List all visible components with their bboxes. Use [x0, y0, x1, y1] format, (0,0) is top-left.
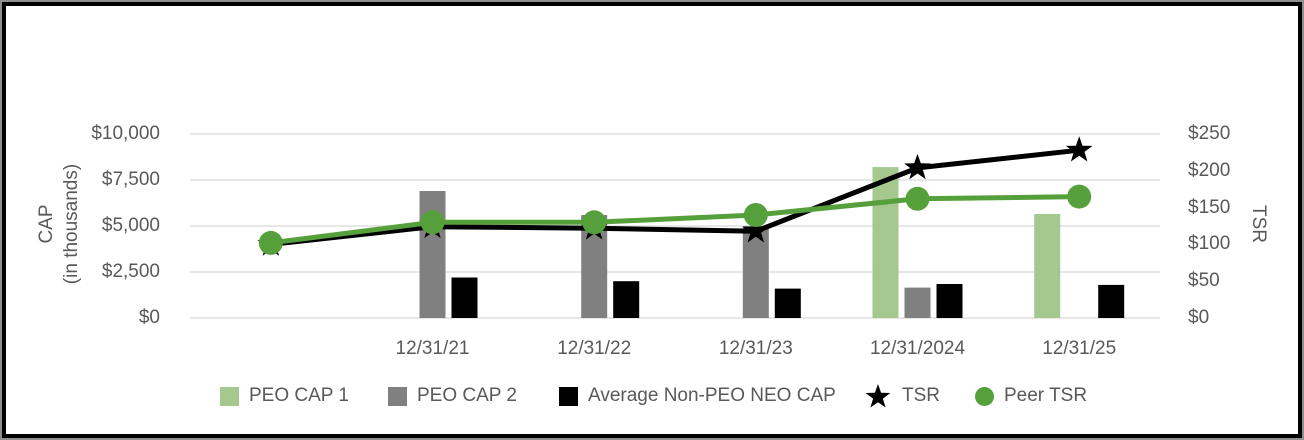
- right-axis-tick: $0: [1188, 307, 1210, 328]
- x-axis-label: 12/31/22: [557, 338, 632, 359]
- legend-square-icon: [388, 386, 407, 406]
- right-axis-tick: $50: [1188, 270, 1220, 292]
- left-axis-title: CAP (in thousands): [35, 114, 85, 334]
- left-axis-tick: $5,000: [101, 215, 160, 236]
- right-axis-tick: $150: [1188, 196, 1231, 218]
- legend-label: Average Non-PEO NEO CAP: [588, 385, 836, 406]
- legend-label: PEO CAP 1: [249, 385, 349, 406]
- legend-circle-icon: [975, 386, 994, 406]
- legend-item-avg-non-peo-neo-cap: Average Non-PEO NEO CAP: [559, 384, 836, 408]
- left-axis-tick: $10,000: [91, 123, 160, 144]
- right-axis-tick: $100: [1188, 233, 1231, 255]
- legend-item-peo-cap-2: PEO CAP 2: [388, 384, 517, 408]
- legend-item-peer-tsr: Peer TSR: [975, 384, 1087, 408]
- legend-square-icon: [220, 386, 239, 406]
- legend-item-tsr: TSR: [864, 384, 940, 408]
- legend-square-icon: [559, 386, 578, 406]
- x-axis-label: 12/31/21: [395, 338, 470, 359]
- legend-label: TSR: [902, 385, 940, 406]
- x-axis-label: 12/31/2024: [869, 338, 966, 359]
- x-axis-label: 12/31/25: [1042, 338, 1117, 359]
- left-axis-tick: $7,500: [101, 169, 160, 190]
- right-axis-tick: $250: [1188, 123, 1231, 144]
- right-axis-title: TSR: [1248, 205, 1269, 243]
- right-axis-tick: $200: [1188, 159, 1231, 181]
- legend-item-peo-cap-1: PEO CAP 1: [220, 384, 349, 408]
- left-axis-title-line1: CAP: [36, 204, 57, 244]
- left-axis-tick: $0: [138, 307, 160, 328]
- left-axis-tick: $2,500: [101, 261, 160, 282]
- legend-star-icon: [864, 382, 892, 410]
- legend-label: PEO CAP 2: [417, 385, 517, 406]
- legend-label: Peer TSR: [1004, 385, 1088, 406]
- x-axis-label: 12/31/23: [718, 338, 793, 359]
